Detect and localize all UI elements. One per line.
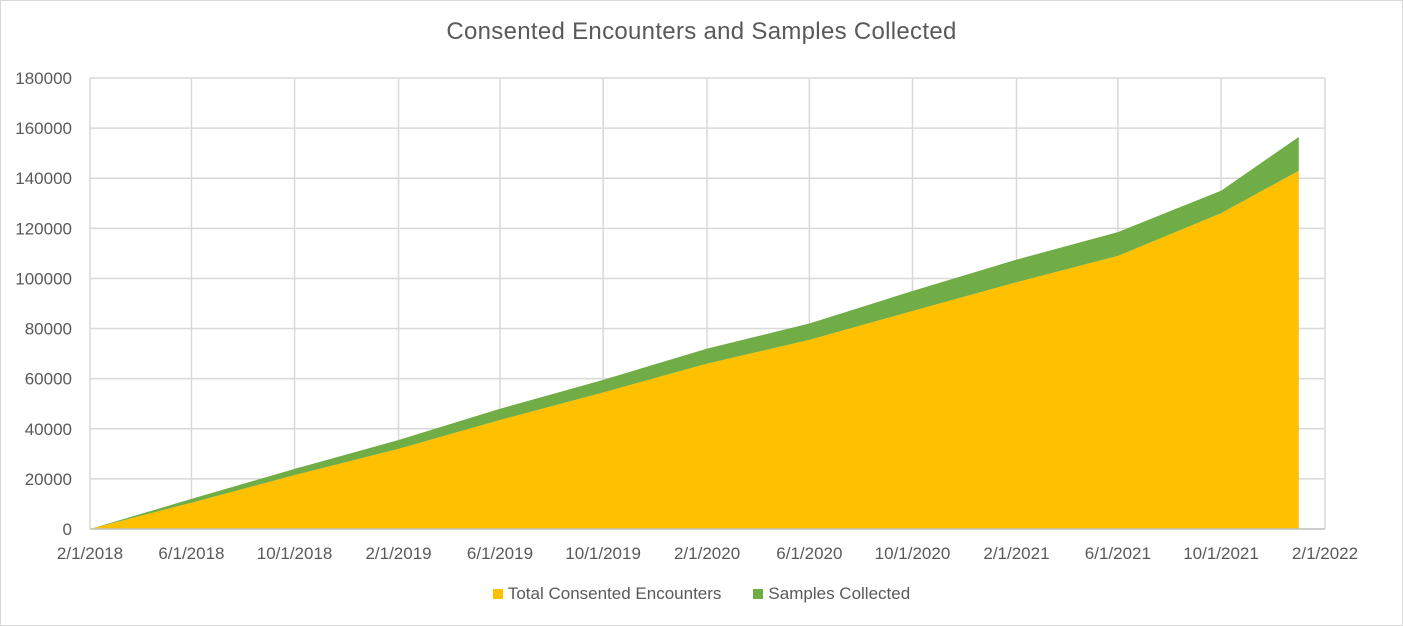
y-tick-label: 0 — [63, 520, 72, 539]
x-tick-label: 10/1/2021 — [1183, 544, 1259, 563]
y-tick-label: 160000 — [15, 119, 72, 138]
legend-item: Total Consented Encounters — [492, 584, 722, 604]
y-tick-label: 20000 — [25, 470, 72, 489]
area-series-0 — [90, 170, 1299, 529]
legend-label: Total Consented Encounters — [507, 584, 722, 603]
x-tick-label: 10/1/2018 — [257, 544, 333, 563]
x-tick-label: 6/1/2019 — [467, 544, 533, 563]
x-tick-label: 10/1/2019 — [565, 544, 641, 563]
x-tick-label: 6/1/2018 — [158, 544, 224, 563]
x-tick-label: 2/1/2018 — [57, 544, 123, 563]
y-tick-label: 180000 — [15, 69, 72, 88]
axes — [89, 78, 1325, 530]
x-tick-label: 6/1/2021 — [1085, 544, 1151, 563]
y-tick-label: 80000 — [25, 320, 72, 339]
area-layer — [90, 136, 1299, 529]
legend-swatch — [753, 589, 764, 599]
x-tick-label: 6/1/2020 — [776, 544, 842, 563]
y-tick-label: 100000 — [15, 269, 72, 288]
chart-title: Consented Encounters and Samples Collect… — [446, 18, 957, 45]
legend-item: Samples Collected — [753, 584, 910, 604]
y-tick-label: 40000 — [25, 420, 72, 439]
x-tick-label: 2/1/2021 — [983, 544, 1049, 563]
x-tick-label: 2/1/2019 — [365, 544, 431, 563]
y-tick-label: 60000 — [25, 370, 72, 389]
legend-label: Samples Collected — [768, 584, 911, 603]
y-tick-label: 120000 — [15, 219, 72, 238]
x-tick-label: 2/1/2022 — [1292, 544, 1358, 563]
x-tick-label: 2/1/2020 — [674, 544, 740, 563]
x-tick-label: 10/1/2020 — [875, 544, 951, 563]
y-tick-label: 140000 — [15, 169, 72, 188]
x-axis-ticks: 2/1/2018 6/1/2018 10/1/2018 2/1/2019 6/1/201… — [57, 544, 1358, 563]
legend: Total Consented Encounters Samples Collec… — [0, 584, 1403, 604]
y-axis-ticks: 0 20000 40000 60000 80000 100000 120000 140000 1… — [15, 69, 72, 539]
legend-swatch — [492, 589, 503, 599]
